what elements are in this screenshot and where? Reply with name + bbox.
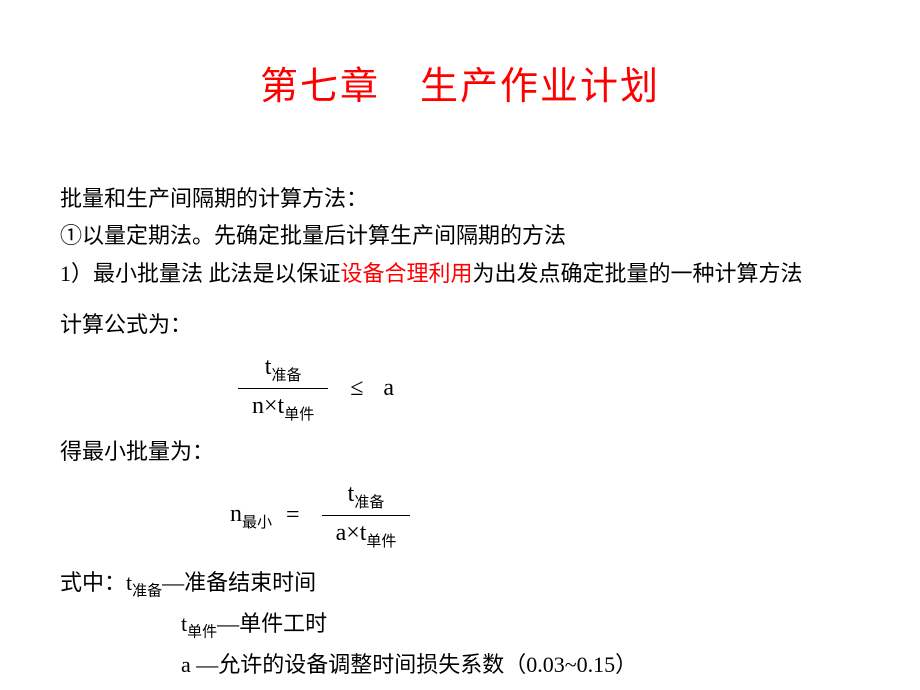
formula-2-numerator: t准备 xyxy=(334,477,399,515)
formula-2-fraction: t准备 a×t单件 xyxy=(322,477,411,555)
f2-num-sub: 准备 xyxy=(354,494,384,510)
def-2-txt: —单件工时 xyxy=(217,611,327,636)
f1-den-var: n×t xyxy=(252,393,284,419)
formula-1-operator: ≤ xyxy=(350,368,363,409)
formula-2-denominator: a×t单件 xyxy=(322,516,411,554)
def-indent-3 xyxy=(60,646,181,683)
text-line-2: ①以量定期法。先确定批量后计算生产间隔期的方法 xyxy=(60,217,860,254)
content-body: 批量和生产间隔期的计算方法： ①以量定期法。先确定批量后计算生产间隔期的方法 1… xyxy=(0,110,920,683)
text-line-4: 计算公式为： xyxy=(60,306,192,343)
defs-header: 式中： xyxy=(60,564,126,605)
chapter-title: 第七章 生产作业计划 xyxy=(0,0,920,110)
formula-1: t准备 n×t单件 ≤ a xyxy=(230,350,860,428)
def-3-txt: —允许的设备调整时间损失系数（0.03~0.15） xyxy=(196,652,637,677)
text-line-3b: 为出发点确定批量的一种计算方法 xyxy=(473,261,803,286)
text-line-3a: 1）最小批量法 此法是以保证 xyxy=(60,261,341,286)
text-line-3-highlight: 设备合理利用 xyxy=(341,261,473,286)
def-1: t准备—准备结束时间 xyxy=(126,564,316,605)
definition-row-1: 式中： t准备—准备结束时间 xyxy=(60,564,860,605)
def-2-sub: 单件 xyxy=(187,624,217,640)
definition-row-3: a —允许的设备调整时间损失系数（0.03~0.15） xyxy=(60,646,860,683)
f2-lhs-sub: 最小 xyxy=(242,515,272,531)
f2-den-sub: 单件 xyxy=(366,534,396,550)
def-3: a —允许的设备调整时间损失系数（0.03~0.15） xyxy=(181,646,637,683)
text-line-5: 得最小批量为： xyxy=(60,433,860,470)
formula-2: n最小 = t准备 a×t单件 xyxy=(230,477,860,555)
text-line-1: 批量和生产间隔期的计算方法： xyxy=(60,180,860,217)
f2-lhs-var: n xyxy=(230,501,242,527)
def-1-sub: 准备 xyxy=(132,584,162,600)
formula-1-rhs: a xyxy=(383,368,394,409)
formula-1-numerator: t准备 xyxy=(251,350,316,388)
formula-2-lhs: n最小 xyxy=(230,494,272,536)
f2-den-var: a×t xyxy=(336,520,367,546)
f1-den-sub: 单件 xyxy=(284,407,314,423)
definitions-block: 式中： t准备—准备结束时间 t单件—单件工时 a —允许的设备调整时间损失系数… xyxy=(60,564,860,683)
formula-1-fraction: t准备 n×t单件 xyxy=(238,350,328,428)
def-1-txt: —准备结束时间 xyxy=(162,570,316,595)
def-3-sym: a xyxy=(181,652,196,677)
def-2: t单件—单件工时 xyxy=(181,605,327,646)
formula-1-denominator: n×t单件 xyxy=(238,389,328,427)
f1-num-sub: 准备 xyxy=(271,367,301,383)
def-indent-2 xyxy=(60,605,181,646)
text-line-3: 1）最小批量法 此法是以保证设备合理利用为出发点确定批量的一种计算方法 xyxy=(60,255,860,292)
definition-row-2: t单件—单件工时 xyxy=(60,605,860,646)
formula-2-equals: = xyxy=(286,495,300,536)
